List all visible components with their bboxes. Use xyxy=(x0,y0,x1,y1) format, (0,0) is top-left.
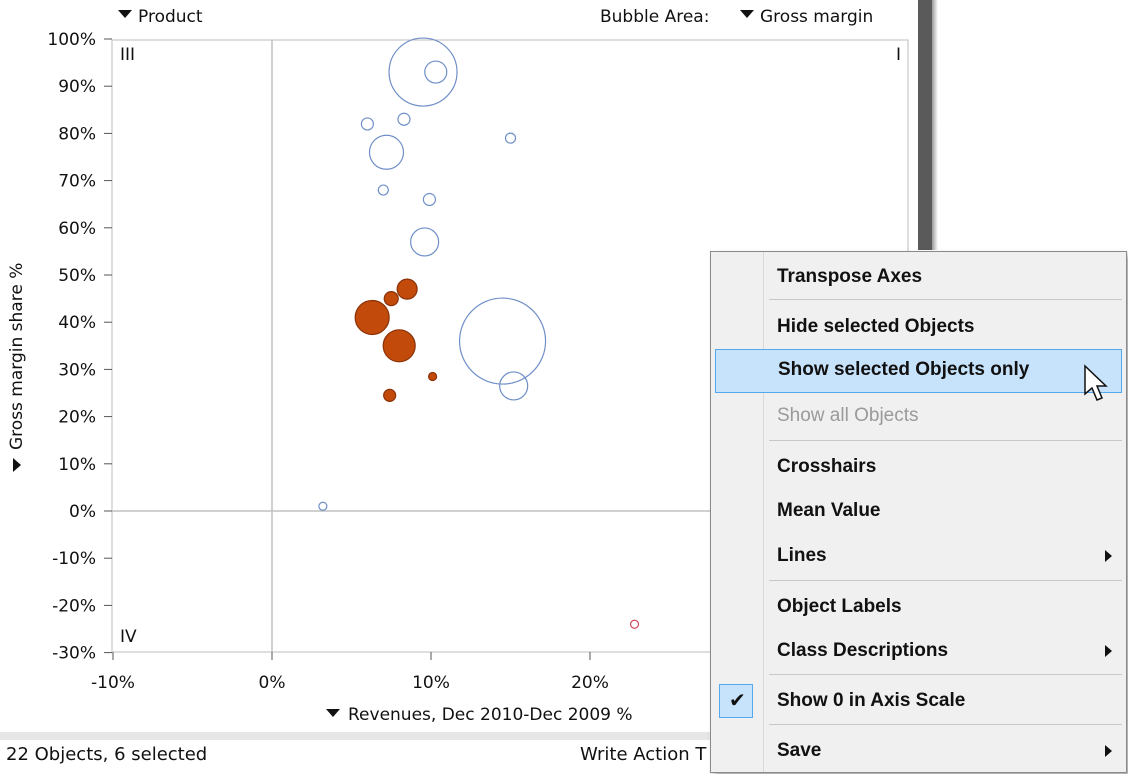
product-dropdown-arrow-icon[interactable] xyxy=(118,10,132,18)
menu-separator xyxy=(769,440,1122,441)
menu-item-label: Transpose Axes xyxy=(777,266,923,287)
bubble[interactable] xyxy=(360,117,374,131)
bubble[interactable] xyxy=(377,184,389,196)
y-tick-label: 40% xyxy=(58,313,96,333)
y-axis-title[interactable]: Gross margin share % xyxy=(7,263,27,450)
bubble[interactable] xyxy=(410,227,440,257)
y-tick-label: 80% xyxy=(58,124,96,144)
menu-item-save[interactable]: Save xyxy=(711,730,1126,774)
bubble[interactable] xyxy=(388,37,458,107)
menu-item-show-selected-objects-only[interactable]: Show selected Objects only xyxy=(715,349,1122,393)
selected-bubble[interactable] xyxy=(396,278,418,300)
menu-item-label: Show all Objects xyxy=(777,405,919,426)
menu-separator xyxy=(769,724,1122,725)
menu-item-label: Mean Value xyxy=(777,500,881,521)
menu-item-label: Show selected Objects only xyxy=(778,359,1030,380)
y-tick-label: 0% xyxy=(69,502,96,522)
quadrant-label-i: I xyxy=(896,45,901,65)
bubble[interactable] xyxy=(504,132,517,144)
submenu-arrow-icon xyxy=(1105,645,1112,657)
selected-bubble[interactable] xyxy=(382,329,416,363)
menu-item-object-labels[interactable]: Object Labels xyxy=(711,586,1126,630)
x-tick-label: -10% xyxy=(91,673,135,693)
menu-item-crosshairs[interactable]: Crosshairs xyxy=(711,446,1126,490)
bubble[interactable] xyxy=(499,371,529,401)
y-tick-label: 60% xyxy=(58,219,96,239)
y-axis-dropdown-arrow-icon[interactable] xyxy=(13,458,21,472)
menu-item-label: Class Descriptions xyxy=(777,640,949,661)
menu-item-class-descriptions[interactable]: Class Descriptions xyxy=(711,630,1126,674)
selected-bubble[interactable] xyxy=(354,299,390,336)
status-write-action: Write Action T xyxy=(580,744,707,765)
status-separator xyxy=(0,732,710,740)
context-menu: Transpose Axes Hide selected Objects Sho… xyxy=(710,251,1127,773)
bubble-area-selector[interactable]: Gross margin xyxy=(760,7,873,27)
menu-separator xyxy=(769,674,1122,675)
y-tick-label: 100% xyxy=(47,30,96,50)
status-bar xyxy=(0,740,710,773)
bubble[interactable] xyxy=(424,60,448,84)
checked-indicator: ✔ xyxy=(719,684,753,718)
y-tick-label: 90% xyxy=(58,77,96,97)
x-axis-dropdown-arrow-icon[interactable] xyxy=(326,709,340,717)
menu-item-label: Object Labels xyxy=(777,596,902,617)
y-tick-label: 30% xyxy=(58,360,96,380)
bubble[interactable] xyxy=(368,134,405,170)
bubble[interactable] xyxy=(629,619,640,629)
window-border xyxy=(918,0,932,250)
product-selector[interactable]: Product xyxy=(138,7,203,27)
x-tick-label: 10% xyxy=(412,673,450,693)
menu-item-transpose-axes[interactable]: Transpose Axes xyxy=(711,256,1126,300)
y-tick-label: -30% xyxy=(52,644,96,664)
checkmark-icon: ✔ xyxy=(729,688,746,712)
bubble[interactable] xyxy=(397,112,411,126)
menu-item-label: Hide selected Objects xyxy=(777,316,975,337)
selected-bubble[interactable] xyxy=(383,291,399,307)
y-tick-label: -20% xyxy=(52,596,96,616)
bubble-area-dropdown-arrow-icon[interactable] xyxy=(740,10,754,18)
bubble[interactable] xyxy=(458,297,547,385)
bubble[interactable] xyxy=(318,501,328,511)
menu-item-label: Lines xyxy=(777,545,827,566)
selected-bubble[interactable] xyxy=(427,371,438,382)
menu-gutter-divider xyxy=(763,252,764,772)
selected-bubble[interactable] xyxy=(383,388,397,402)
x-tick-label: 0% xyxy=(259,673,286,693)
menu-item-label: Crosshairs xyxy=(777,456,877,477)
submenu-arrow-icon xyxy=(1105,550,1112,562)
menu-item-hide-selected-objects[interactable]: Hide selected Objects xyxy=(711,306,1126,350)
mouse-pointer-icon xyxy=(1084,364,1108,401)
x-axis-title[interactable]: Revenues, Dec 2010-Dec 2009 % xyxy=(348,705,633,725)
menu-item-label: Save xyxy=(777,740,822,761)
x-tick-label: 20% xyxy=(571,673,609,693)
menu-item-show-all-objects: Show all Objects xyxy=(711,395,1126,439)
y-tick-label: 50% xyxy=(58,266,96,286)
menu-item-mean-value[interactable]: Mean Value xyxy=(711,490,1126,534)
bubble[interactable] xyxy=(422,192,437,207)
y-tick-label: 70% xyxy=(58,172,96,192)
quadrant-label-iii: III xyxy=(120,45,135,65)
window-border-shadow xyxy=(932,0,938,250)
menu-item-show-0-in-axis-scale[interactable]: ✔ Show 0 in Axis Scale xyxy=(711,680,1126,724)
quadrant-label-iv: IV xyxy=(120,627,137,647)
menu-item-lines[interactable]: Lines xyxy=(711,535,1126,579)
bubble-area-label: Bubble Area: xyxy=(600,7,709,27)
submenu-arrow-icon xyxy=(1105,745,1112,757)
menu-separator xyxy=(769,299,1122,300)
y-tick-label: 20% xyxy=(58,408,96,428)
y-tick-label: 10% xyxy=(58,455,96,475)
status-object-count: 22 Objects, 6 selected xyxy=(6,744,208,765)
y-tick-label: -10% xyxy=(52,549,96,569)
menu-separator xyxy=(769,580,1122,581)
menu-item-label: Show 0 in Axis Scale xyxy=(777,690,966,711)
